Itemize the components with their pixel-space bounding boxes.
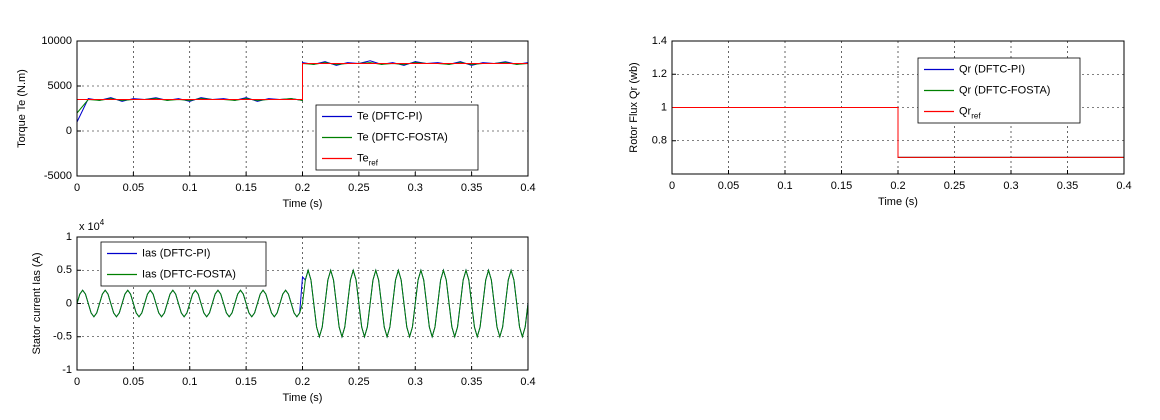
x-axis-label: Time (s) [283, 198, 323, 210]
legend-name: Te [357, 152, 369, 164]
x-tick-label: 0.15 [235, 376, 256, 388]
x-axis-label: Time (s) [878, 196, 918, 208]
legend-name: Qr (DFTC-PI) [959, 63, 1025, 75]
x-tick-label: 0 [669, 180, 675, 192]
x-tick-label: 0.1 [777, 180, 792, 192]
x-tick-label: 0.35 [1057, 180, 1078, 192]
subplot: 0 0.05 0.1 0.15 0.2 0.25 0.3 0.35 0.4-5000050001… [16, 35, 536, 210]
y-tick-label: 1.2 [652, 68, 667, 80]
x-tick-label: 0.4 [1116, 180, 1131, 192]
x-tick-label: 0.15 [235, 182, 256, 194]
x-tick-label: 0.2 [295, 182, 310, 194]
y-scale-exponent: 4 [100, 218, 105, 227]
legend-label: Ias (DFTC-PI) [142, 247, 210, 259]
x-tick-label: 0 [74, 376, 80, 388]
y-tick-label: 1 [661, 101, 667, 113]
x-tick-label: 0.1 [182, 182, 197, 194]
subplot: 0 0.05 0.1 0.15 0.2 0.25 0.3 0.35 0.4 -1 -0.5 0 0.5 1… [31, 218, 536, 404]
x-tick-label: 0.4 [520, 376, 535, 388]
series-line [672, 107, 1124, 158]
x-tick-label: 0.05 [123, 376, 144, 388]
x-tick-label: 0.3 [408, 182, 423, 194]
y-tick-label: -1 [62, 364, 72, 376]
legend-label: Qrref [959, 105, 981, 120]
y-tick-label: 0.8 [652, 135, 667, 147]
legend-name: Ias (DFTC-PI) [142, 247, 210, 259]
legend-subscript: ref [369, 158, 379, 167]
x-tick-label: 0.35 [461, 376, 482, 388]
legend-label: Qr (DFTC-PI) [959, 63, 1025, 75]
y-tick-label: 1.4 [652, 35, 667, 47]
legend-subscript: ref [971, 111, 981, 120]
legend-label: Qr (DFTC-FOSTA) [959, 84, 1050, 96]
legend-name: Ias (DFTC-FOSTA) [142, 268, 236, 280]
series-line [76, 268, 529, 339]
x-tick-label: 0.2 [890, 180, 905, 192]
axes-box [76, 236, 529, 371]
legend-label: Ias (DFTC-FOSTA) [142, 268, 236, 280]
y-tick-label: -5000 [44, 170, 72, 182]
x-tick-label: 0.3 [1003, 180, 1018, 192]
legend-label: Te (DFTC-PI) [357, 110, 422, 122]
x-tick-label: 0.05 [718, 180, 739, 192]
series-line [77, 63, 528, 100]
x-tick-label: 0.25 [348, 376, 369, 388]
legend-box [100, 241, 267, 287]
y-axis-label: Rotor Flux Qr (wb) [628, 62, 640, 152]
y-tick-label: 0.5 [57, 264, 72, 276]
x-tick-label: 0.3 [408, 376, 423, 388]
y-scale-label: x 104 [79, 218, 105, 233]
legend-name: Te (DFTC-PI) [357, 110, 422, 122]
x-axis-label: Time (s) [283, 392, 323, 404]
legend-label: Teref [357, 152, 379, 167]
x-tick-label: 0.35 [461, 182, 482, 194]
y-tick-label: 0 [66, 297, 72, 309]
y-scale-base: x 10 [79, 221, 100, 233]
y-tick-label: 1 [66, 231, 72, 243]
axes-box [76, 40, 529, 177]
x-tick-label: 0.2 [295, 376, 310, 388]
x-tick-label: 0.15 [831, 180, 852, 192]
legend-label: Te (DFTC-FOSTA) [357, 131, 448, 143]
x-tick-label: 0.1 [182, 376, 197, 388]
x-tick-label: 0 [74, 182, 80, 194]
y-axis-label: Stator current Ias (A) [31, 252, 43, 354]
legend-name: Qr [959, 105, 972, 117]
y-tick-label: 0 [66, 125, 72, 137]
y-tick-label: 5000 [48, 80, 72, 92]
y-tick-label: -0.5 [53, 331, 72, 343]
y-axis-label: Torque Te (N.m) [16, 69, 28, 148]
x-tick-label: 0.05 [123, 182, 144, 194]
x-tick-label: 0.4 [520, 182, 535, 194]
x-tick-label: 0.25 [944, 180, 965, 192]
x-tick-label: 0.25 [348, 182, 369, 194]
legend-name: Te (DFTC-FOSTA) [357, 131, 448, 143]
axes-box [671, 40, 1125, 175]
y-tick-label: 10000 [41, 35, 72, 47]
legend-name: Qr (DFTC-FOSTA) [959, 84, 1050, 96]
subplot: 0 0.05 0.1 0.15 0.2 0.25 0.3 0.35 0.4 0.8 1 1.2 1.4 T… [628, 35, 1132, 208]
